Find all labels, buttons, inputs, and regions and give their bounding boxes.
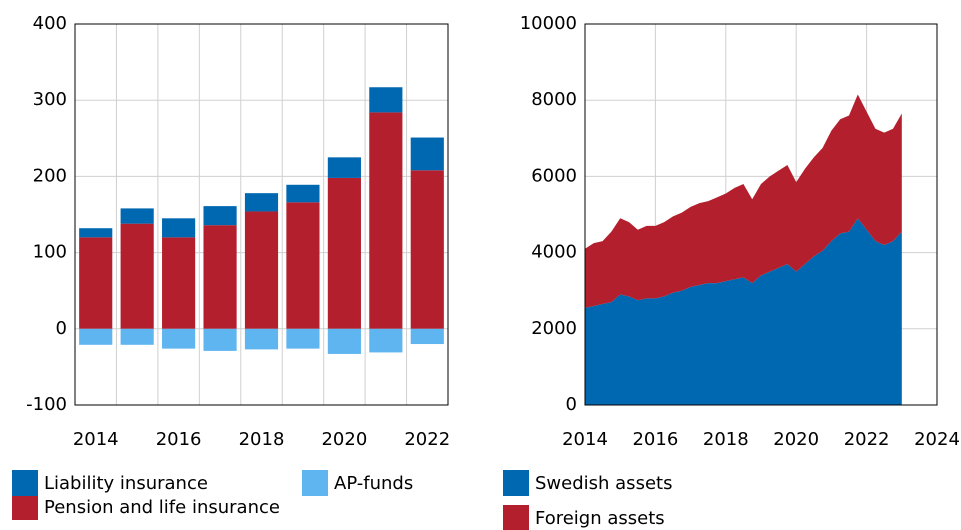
bar [120, 223, 154, 329]
bar [327, 328, 361, 354]
y-tick-label: -100 [26, 394, 67, 415]
y-tick-label: 6000 [531, 165, 577, 186]
legend-swatch [503, 470, 529, 496]
x-tick-label: 2018 [703, 429, 749, 450]
legend-swatch [12, 470, 38, 496]
y-tick-label: 0 [566, 394, 577, 415]
bar [327, 177, 361, 329]
x-tick-label: 2024 [914, 429, 960, 450]
bar [79, 237, 113, 329]
bar [162, 218, 196, 238]
bar [369, 328, 403, 353]
bar [79, 328, 113, 345]
bar [244, 328, 279, 350]
legend-label: Pension and life insurance [44, 497, 280, 518]
bar [203, 328, 237, 351]
x-tick-label: 2014 [562, 429, 608, 450]
x-tick-label: 2014 [73, 429, 119, 450]
y-tick-label: 100 [33, 242, 67, 263]
bar [410, 137, 444, 171]
area [585, 94, 902, 308]
x-tick-label: 2018 [239, 429, 285, 450]
bar [162, 237, 196, 329]
bar [162, 328, 196, 349]
y-tick-label: 200 [33, 165, 67, 186]
bar [203, 206, 237, 226]
legend-swatch [302, 470, 328, 496]
area [585, 218, 902, 405]
legend-label: Swedish assets [535, 473, 672, 494]
plot-frame [584, 23, 938, 406]
bar [286, 202, 320, 329]
y-tick-label: 0 [56, 318, 67, 339]
y-tick-label: 8000 [531, 89, 577, 110]
y-tick-label: 300 [33, 89, 67, 110]
x-tick-label: 2020 [321, 429, 367, 450]
y-tick-label: 10000 [520, 13, 577, 34]
y-tick-label: 4000 [531, 242, 577, 263]
bar [286, 184, 320, 203]
bar [286, 328, 320, 349]
x-tick-label: 2022 [404, 429, 450, 450]
bar [244, 211, 279, 329]
legend-label: AP-funds [334, 473, 413, 494]
x-tick-label: 2016 [156, 429, 202, 450]
y-tick-label: 2000 [531, 318, 577, 339]
legend-label: Liability insurance [44, 473, 208, 494]
legend-label: Foreign assets [535, 508, 665, 529]
legend-swatch [503, 505, 529, 530]
bar [410, 328, 444, 345]
x-tick-label: 2020 [773, 429, 819, 450]
bar [369, 87, 403, 113]
bar [203, 225, 237, 329]
legend-swatch [12, 494, 38, 520]
bar [410, 170, 444, 329]
bar [327, 157, 361, 178]
bar [120, 208, 154, 224]
bar [120, 328, 154, 345]
bar [369, 112, 403, 329]
y-tick-label: 400 [33, 13, 67, 34]
x-tick-label: 2016 [632, 429, 678, 450]
bar [79, 228, 113, 238]
x-tick-label: 2022 [844, 429, 890, 450]
plot-frame [74, 23, 449, 406]
bar [244, 193, 279, 212]
